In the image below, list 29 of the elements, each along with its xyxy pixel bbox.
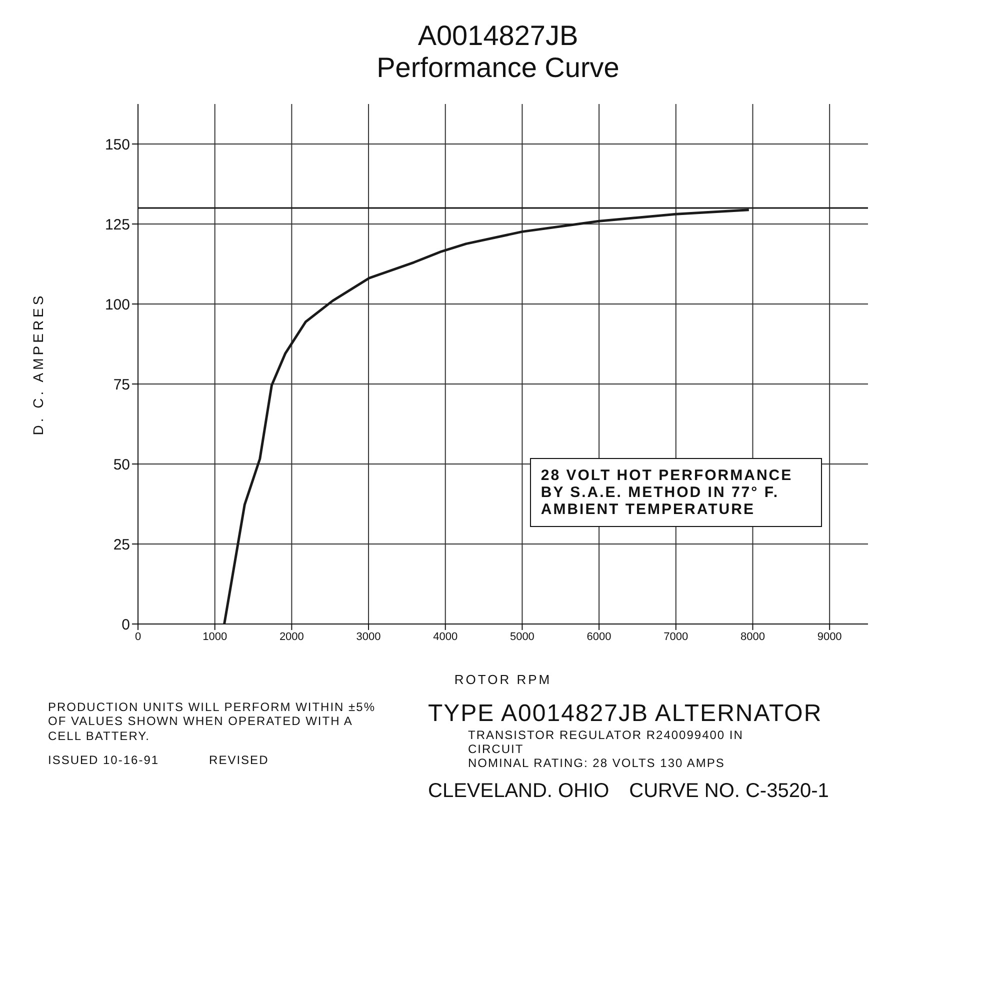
x-tick-label: 2000	[279, 630, 304, 643]
y-tick-label: 25	[113, 536, 130, 554]
y-tick-label: 75	[113, 376, 130, 394]
x-tick-label: 4000	[433, 630, 458, 643]
x-tick-label: 9000	[817, 630, 842, 643]
y-tick-label: 150	[104, 136, 130, 154]
y-tick-label: 125	[104, 216, 130, 234]
text: REVISED	[209, 753, 269, 768]
chart-subtitle: Performance Curve	[376, 52, 620, 84]
annotation: 28 VOLT HOT PERFORMANCE BY S.A.E. METHOD IN 77° F. AMBIENT TEMPERATURE	[530, 458, 822, 528]
x-tick-label: 5000	[510, 630, 534, 643]
chart-title: A0014827JB	[416, 20, 580, 52]
y-tick-label: 50	[113, 456, 130, 474]
y-axis-title: D. C. AMPERES	[30, 292, 46, 436]
text: ISSUED 10-16-91	[48, 753, 160, 768]
x-tick-label: 8000	[740, 630, 765, 643]
x-tick-label: 3000	[356, 630, 381, 643]
text: CLEVELAND. OHIO	[428, 780, 610, 803]
x-tick-label: 1000	[202, 630, 228, 643]
y-tick-label: 100	[104, 296, 130, 314]
x-tick-label: 0	[134, 630, 142, 643]
text: CURVE NO. C-3520-1	[629, 780, 829, 803]
x-tick-label: 7000	[664, 630, 688, 643]
x-tick-label: 6000	[586, 630, 612, 643]
text: TYPE A0014827JB ALTERNATOR	[428, 700, 824, 728]
text: TRANSISTOR REGULATOR R240099400 IN CIRCUIT	[468, 728, 744, 756]
text: NOMINAL RATING: 28 VOLTS 130 AMPS	[468, 756, 726, 770]
x-axis-title: ROTOR RPM	[454, 672, 552, 687]
text: PRODUCTION UNITS WILL PERFORM WITHIN ±5% OF VALUES SHOWN WHEN OPERATED WITH A CELL BATTERY.	[48, 700, 376, 744]
